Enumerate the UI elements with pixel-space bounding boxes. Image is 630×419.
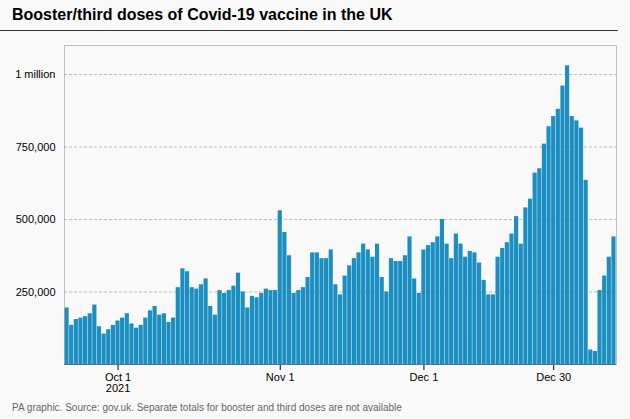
- svg-text:Oct 12021: Oct 12021: [105, 371, 131, 394]
- svg-text:1 million: 1 million: [15, 68, 55, 80]
- svg-text:Nov 1: Nov 1: [266, 371, 295, 383]
- html-text:Booster/third doses of Covid-1: Booster/third doses of Covid-19 vaccine …: [12, 6, 393, 23]
- html-text:PA graphic. Source: gov.uk. Se: PA graphic. Source: gov.uk. Separate tot…: [12, 402, 402, 413]
- svg-text:Dec 1: Dec 1: [410, 371, 439, 383]
- svg-text:250,000: 250,000: [16, 286, 56, 298]
- svg-text:Dec 30: Dec 30: [536, 371, 571, 383]
- svg-text:750,000: 750,000: [16, 141, 56, 153]
- svg-text:500,000: 500,000: [16, 213, 56, 225]
